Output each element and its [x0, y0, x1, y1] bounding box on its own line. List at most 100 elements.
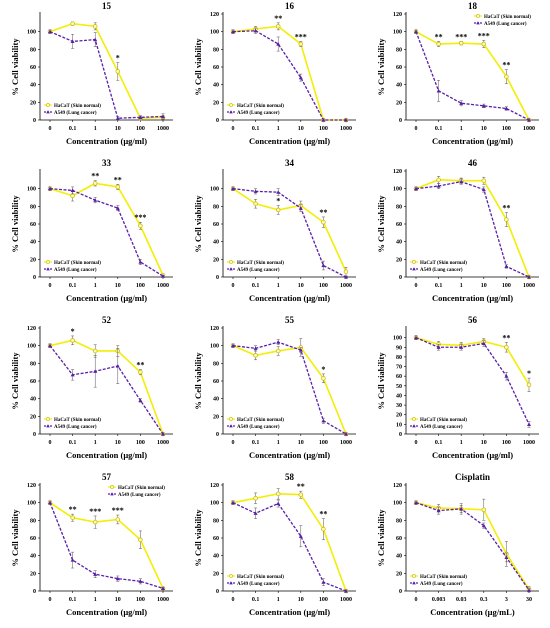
x-tick-label: 0.1	[435, 283, 443, 289]
data-point	[481, 341, 486, 346]
series-line	[49, 182, 164, 276]
legend-label: HaCaT (Skin normal)	[237, 261, 284, 266]
x-tick-label: 1	[277, 283, 280, 289]
data-point	[526, 382, 532, 388]
y-tick-label: 80	[213, 204, 219, 210]
x-tick-label: 1	[277, 126, 280, 132]
data-point	[321, 263, 326, 268]
y-tick-label: 120	[210, 12, 219, 18]
data-point	[231, 343, 235, 348]
data-point	[231, 29, 235, 34]
data-point	[138, 259, 143, 264]
data-point	[70, 193, 75, 198]
legend-marker	[229, 581, 233, 585]
legend-label: A549 (Lung cancer)	[420, 425, 463, 430]
legend-marker	[229, 424, 233, 428]
legend: HaCaT (Skin normal) A549 (Lung cancer)	[410, 417, 467, 430]
y-tick-label: 80	[213, 361, 219, 367]
data-point	[115, 206, 120, 210]
significance-marker: **	[69, 505, 77, 514]
y-tick-label: 80	[396, 518, 402, 524]
significance-marker: ***	[112, 506, 124, 515]
x-tick-label: 1	[277, 440, 280, 446]
series-line	[232, 30, 346, 121]
chart-title: 52	[102, 315, 112, 325]
x-tick-label: 10	[298, 440, 304, 446]
series-a549	[414, 335, 531, 428]
data-point	[138, 223, 143, 229]
legend: HaCaT (Skin normal) A549 (Lung cancer)	[227, 103, 284, 116]
x-tick-label: 0	[232, 440, 235, 446]
data-point	[298, 206, 303, 210]
y-tick-label: 20	[213, 257, 219, 263]
legend-marker	[46, 110, 50, 114]
series-line	[49, 339, 164, 435]
y-tick-label: 60	[213, 222, 219, 228]
data-point	[48, 29, 52, 34]
y-tick-label: 60	[30, 379, 36, 385]
y-tick-label: 40	[396, 240, 402, 246]
y-tick-label: 100	[393, 187, 402, 193]
significance-marker: **	[136, 361, 144, 370]
y-tick-label: 0	[399, 118, 402, 124]
data-point	[115, 184, 121, 190]
legend-label: HaCaT (Skin normal)	[420, 418, 467, 423]
legend-label: HaCaT (Skin normal)	[420, 261, 467, 266]
data-point	[436, 177, 441, 183]
x-tick-label: 3	[505, 597, 508, 603]
significance-marker: **	[435, 32, 443, 41]
data-point	[436, 41, 441, 47]
series-line	[49, 31, 164, 119]
data-point	[504, 217, 509, 222]
legend-marker	[229, 260, 233, 264]
chart-panel-12: Cisplatin 0 20 40 60 80 100 120 0 0.003 0.03 0.3 3 30…	[376, 472, 539, 617]
significance-marker: *	[276, 196, 280, 205]
data-point	[276, 340, 281, 344]
y-tick-label: 40	[213, 554, 219, 560]
legend-label: HaCaT (Skin normal)	[237, 418, 284, 423]
x-tick-label: 1000	[523, 440, 535, 446]
significance-marker: ***	[455, 32, 467, 41]
chart-panel-8: 55 0 20 40 60 80 100 120 0 0.1 1 10 100 1000 Concentra…	[193, 315, 356, 460]
y-tick-label: 100	[210, 344, 219, 350]
data-point	[344, 275, 348, 279]
y-tick-label: 100	[27, 501, 36, 507]
y-tick-label: 60	[30, 536, 36, 542]
x-tick-label: 100	[502, 440, 511, 446]
x-tick-label: 0.1	[252, 440, 260, 446]
significance-marker: **	[274, 14, 282, 23]
data-point	[298, 348, 303, 352]
data-point	[298, 492, 304, 497]
x-tick-label: 100	[502, 126, 511, 132]
y-tick-label: 40	[396, 393, 402, 399]
legend-marker	[229, 103, 233, 107]
data-point	[138, 115, 143, 119]
data-point	[92, 181, 98, 186]
legend-marker	[229, 110, 233, 114]
series-line	[49, 22, 164, 120]
y-tick-label: 30	[396, 403, 402, 409]
y-tick-label: 80	[30, 47, 36, 53]
data-point	[504, 264, 509, 268]
data-point	[161, 432, 165, 436]
y-tick-label: 120	[393, 12, 402, 18]
data-point	[138, 537, 143, 543]
x-tick-label: 0	[49, 597, 52, 603]
legend-label: A549 (Lung cancer)	[237, 582, 280, 587]
data-point	[138, 398, 143, 403]
series-line	[232, 502, 347, 592]
legend: HaCaT (Skin normal) A549 (Lung cancer)	[410, 574, 467, 587]
data-point	[48, 186, 52, 191]
x-tick-label: 0	[415, 440, 418, 446]
y-axis-label: % Cell viability	[10, 195, 20, 253]
data-point	[414, 29, 418, 34]
x-tick-label: 0	[49, 126, 52, 132]
y-tick-label: 40	[396, 83, 402, 89]
y-axis-label: % Cell viability	[10, 352, 20, 410]
y-tick-label: 100	[210, 501, 219, 507]
x-axis-label: Concentration (μg/mL)	[430, 607, 515, 617]
x-tick-label: 0	[415, 597, 418, 603]
chart-title: 16	[285, 1, 295, 11]
y-tick-label: 20	[30, 414, 36, 420]
